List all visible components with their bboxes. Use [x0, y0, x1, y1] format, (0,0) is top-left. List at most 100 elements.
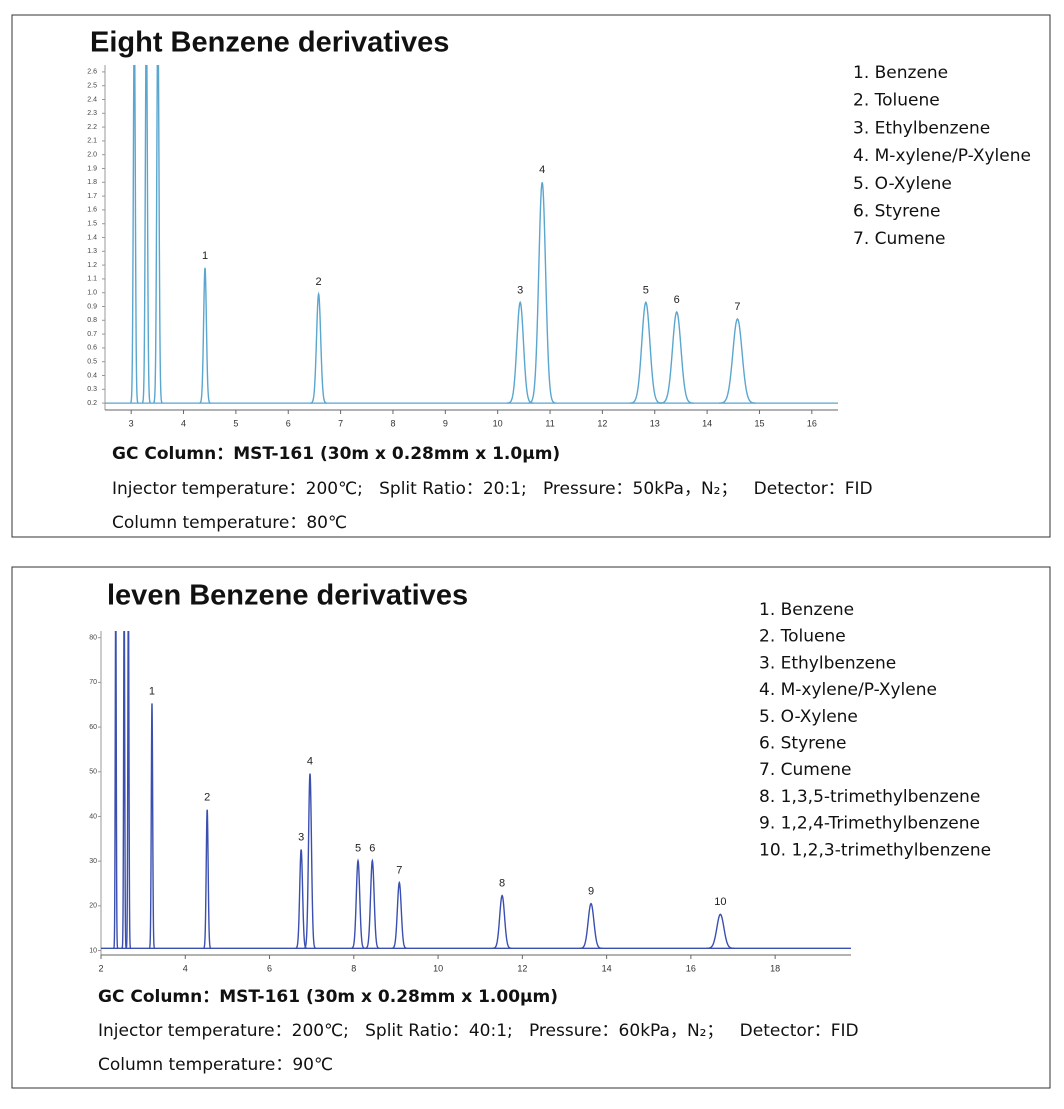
y-tick-label: 0.3	[87, 386, 97, 393]
method-note: GC Column：MST-161 (30m x 0.28mm x 1.0μm)	[112, 444, 560, 464]
peak-label: 3	[298, 831, 304, 843]
legend-entry: 7. Cumene	[759, 760, 852, 780]
peak	[130, 65, 139, 404]
x-tick-label: 7	[338, 418, 343, 428]
peak	[719, 317, 756, 404]
x-tick-label: 5	[233, 418, 238, 428]
chart-title: leven Benzene derivatives	[107, 580, 468, 612]
y-tick-label: 1.8	[87, 179, 97, 186]
x-tick-label: 12	[597, 418, 607, 428]
x-tick-label: 6	[267, 963, 272, 973]
legend-entry: 9. 1,2,4-Trimethylbenzene	[759, 814, 980, 834]
peak	[528, 182, 556, 404]
y-tick-label: 10	[89, 947, 97, 954]
y-tick-label: 60	[89, 724, 97, 731]
legend-entry: 1. Benzene	[759, 600, 854, 620]
peak-label: 8	[499, 877, 505, 889]
legend-entry: 5. O-Xylene	[853, 174, 952, 194]
x-tick-label: 8	[390, 418, 395, 428]
peak	[148, 703, 156, 949]
x-tick-label: 4	[181, 418, 186, 428]
peak	[125, 631, 132, 949]
y-tick-label: 1.0	[87, 290, 97, 297]
peak	[203, 809, 212, 949]
x-tick-label: 12	[517, 963, 527, 973]
y-tick-label: 1.5	[87, 221, 97, 228]
peak	[310, 291, 327, 404]
x-tick-label: 15	[754, 418, 764, 428]
y-tick-label: 1.9	[87, 165, 97, 172]
x-tick-label: 16	[686, 963, 696, 973]
y-tick-label: 1.2	[87, 262, 97, 269]
y-tick-label: 40	[89, 813, 97, 820]
x-tick-label: 13	[650, 418, 660, 428]
y-tick-label: 0.4	[87, 372, 97, 379]
peak	[141, 65, 151, 404]
peak-label: 5	[643, 284, 649, 296]
peak-label: 5	[355, 843, 361, 855]
peak-label: 4	[539, 164, 545, 176]
y-tick-label: 1.1	[87, 276, 97, 283]
y-tick-label: 2.0	[87, 152, 97, 159]
y-tick-label: 30	[89, 858, 97, 865]
legend-entry: 6. Styrene	[853, 202, 940, 222]
method-note: Column temperature：90℃	[98, 1055, 333, 1075]
y-tick-label: 1.4	[87, 234, 97, 241]
peak-label: 2	[204, 792, 210, 804]
x-tick-label: 4	[183, 963, 188, 973]
method-note: Injector temperature：200℃; Split Ratio：2…	[112, 479, 873, 499]
peak-label: 9	[588, 886, 594, 898]
peak-label: 2	[316, 276, 322, 288]
y-tick-label: 0.7	[87, 331, 97, 338]
peak	[303, 773, 316, 949]
y-tick-label: 70	[89, 679, 97, 686]
legend-entry: 2. Toluene	[853, 91, 940, 111]
peak	[113, 631, 119, 949]
legend-entry: 3. Ethylbenzene	[853, 118, 990, 138]
x-tick-label: 6	[286, 418, 291, 428]
x-tick-label: 16	[807, 418, 817, 428]
y-tick-label: 0.5	[87, 359, 97, 366]
panel-border	[11, 14, 1051, 538]
x-tick-label: 14	[702, 418, 712, 428]
chart-title: Eight Benzene derivatives	[90, 27, 449, 59]
peak-label: 10	[714, 896, 726, 908]
y-tick-label: 2.1	[87, 138, 97, 145]
x-tick-label: 10	[493, 418, 503, 428]
peak	[629, 301, 663, 404]
legend-entry: 4. M-xylene/P-Xylene	[759, 680, 937, 700]
legend-entry: 10. 1,2,3-trimethylbenzene	[759, 840, 991, 860]
y-tick-label: 2.6	[87, 69, 97, 76]
peak-label: 3	[517, 284, 523, 296]
legend-entry: 6. Styrene	[759, 734, 846, 754]
panel-border	[11, 566, 1051, 1089]
peak	[351, 858, 365, 949]
peak	[659, 310, 694, 404]
legend-entry: 8. 1,3,5-trimethylbenzene	[759, 787, 980, 807]
y-tick-label: 2.2	[87, 124, 97, 131]
legend-entry: 4. M-xylene/P-Xylene	[853, 146, 1031, 166]
method-note: GC Column：MST-161 (30m x 0.28mm x 1.00μm…	[98, 987, 558, 1007]
peak	[153, 65, 163, 404]
peak	[706, 913, 735, 949]
legend-entry: 3. Ethylbenzene	[759, 653, 896, 673]
x-tick-label: 8	[351, 963, 356, 973]
y-tick-label: 80	[89, 635, 97, 642]
legend-entry: 2. Toluene	[759, 627, 846, 647]
peak-label: 4	[307, 755, 313, 767]
y-tick-label: 2.4	[87, 96, 97, 103]
legend-entry: 5. O-Xylene	[759, 707, 858, 727]
peak	[579, 902, 603, 949]
legend-entry: 7. Cumene	[853, 229, 946, 249]
y-tick-label: 0.9	[87, 303, 97, 310]
peak	[199, 267, 211, 404]
peak	[295, 849, 307, 949]
peak	[391, 880, 407, 949]
y-tick-label: 0.8	[87, 317, 97, 324]
x-tick-label: 11	[545, 418, 554, 428]
x-tick-label: 9	[443, 418, 448, 428]
peak-label: 1	[202, 250, 208, 262]
y-tick-label: 1.3	[87, 248, 97, 255]
peak-label: 6	[369, 843, 375, 855]
